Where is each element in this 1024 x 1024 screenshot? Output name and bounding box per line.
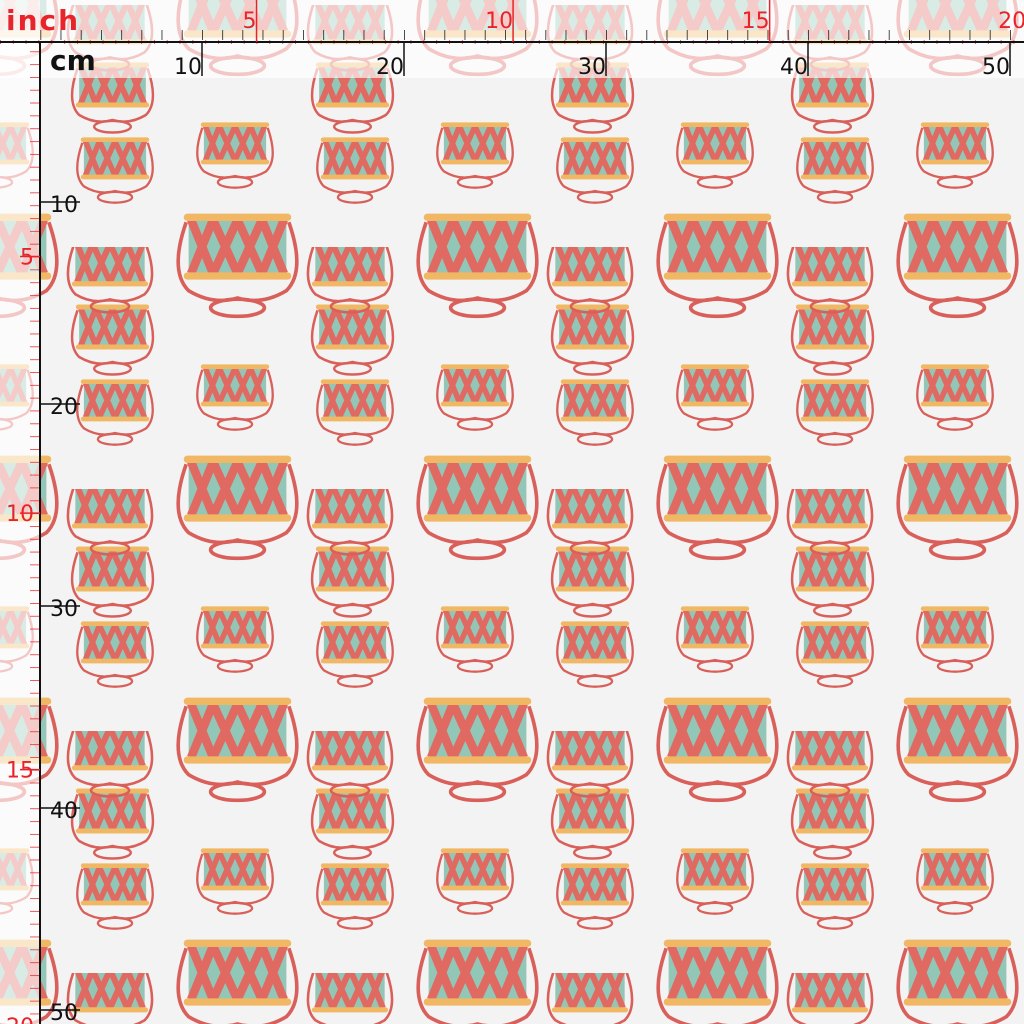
top-inch-label: 15 <box>742 9 770 34</box>
left-cm-label: 20 <box>50 395 78 420</box>
left-inch-label: 15 <box>6 759 34 784</box>
left-cm-label: 40 <box>50 799 78 824</box>
left-cm-label: 30 <box>50 597 78 622</box>
left-inch-label: 20 <box>6 1015 34 1024</box>
top-cm-label: 30 <box>578 55 606 80</box>
left-cm-label: 10 <box>50 193 78 218</box>
top-inch-label: 10 <box>485 9 513 34</box>
cm-unit: cm <box>50 44 96 77</box>
left-cm-label: 50 <box>50 1001 78 1024</box>
left-inch-label: 5 <box>20 246 34 271</box>
top-inch-label: 5 <box>243 9 257 34</box>
top-cm-label: 40 <box>780 55 808 80</box>
top-inch-label: 20 <box>998 9 1024 34</box>
top-cm-label: 50 <box>982 55 1010 80</box>
inch-unit: inch <box>6 4 80 37</box>
top-inch-ticks <box>0 34 1024 44</box>
left-inch-ticks <box>0 44 40 1024</box>
top-cm-label: 20 <box>376 55 404 80</box>
left-inch-label: 10 <box>6 502 34 527</box>
top-cm-label: 10 <box>174 55 202 80</box>
